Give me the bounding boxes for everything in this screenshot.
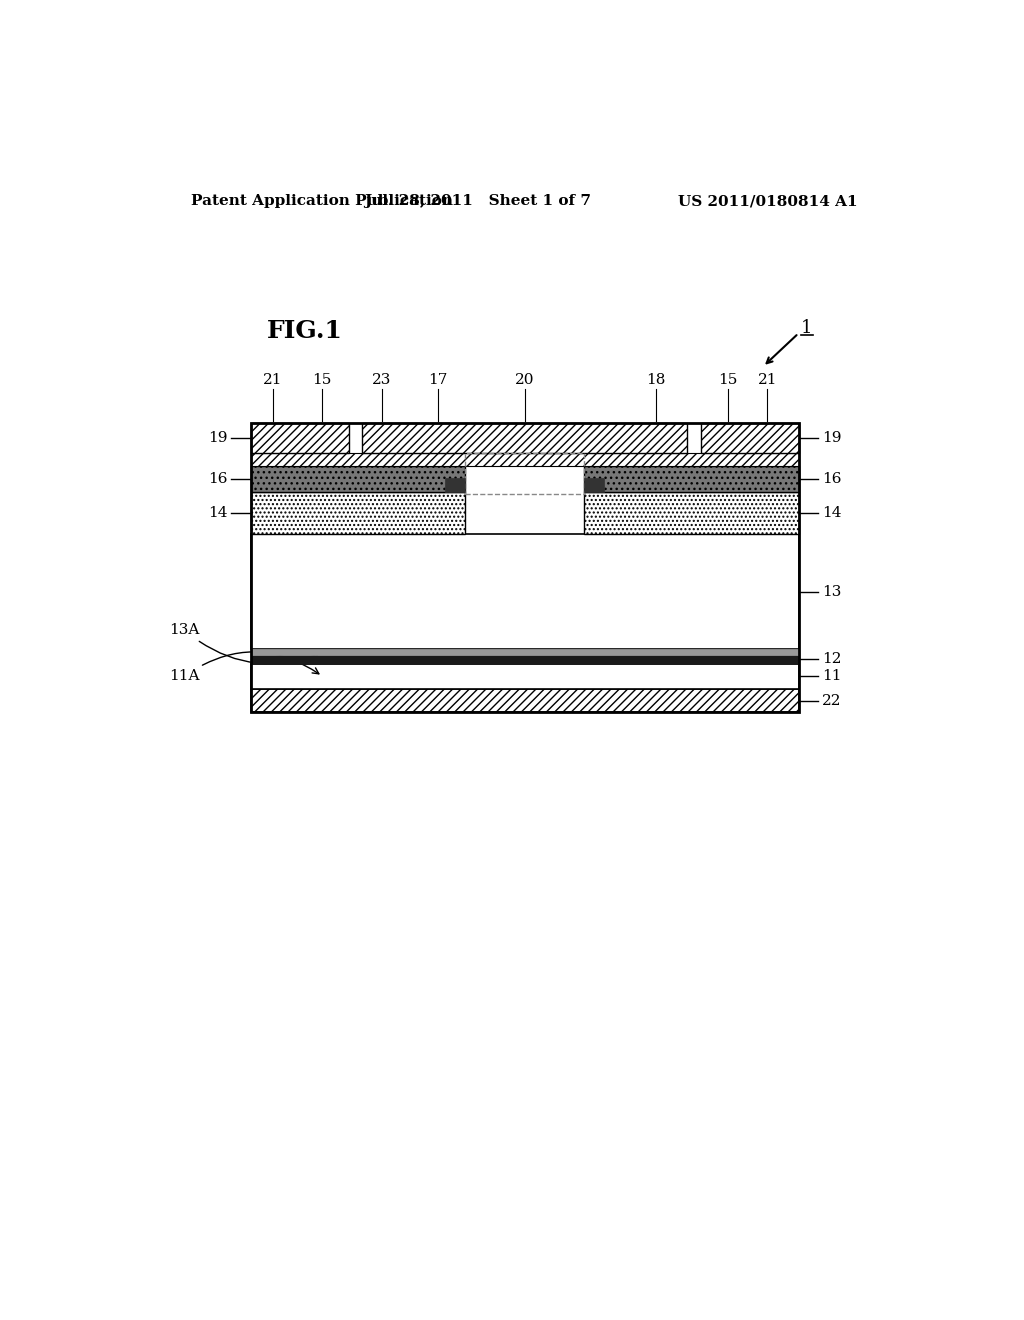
Text: 15: 15	[312, 374, 332, 387]
Text: US 2011/0180814 A1: US 2011/0180814 A1	[679, 194, 858, 209]
Text: 21: 21	[758, 374, 777, 387]
Text: Patent Application Publication: Patent Application Publication	[191, 194, 454, 209]
Text: 16: 16	[822, 473, 842, 486]
Text: 17: 17	[428, 374, 447, 387]
Bar	[251, 689, 799, 713]
Text: 14: 14	[822, 506, 842, 520]
Text: 20: 20	[515, 374, 535, 387]
Bar	[251, 656, 799, 664]
Text: 11: 11	[822, 669, 842, 684]
Text: FIG.1: FIG.1	[267, 319, 343, 343]
Bar	[251, 453, 799, 466]
Text: 18: 18	[646, 374, 666, 387]
Bar	[251, 535, 799, 649]
Bar	[251, 422, 348, 453]
Bar	[585, 478, 604, 492]
Bar	[585, 466, 799, 492]
Text: 15: 15	[719, 374, 738, 387]
Text: 19: 19	[208, 430, 227, 445]
Text: 1: 1	[801, 319, 812, 337]
Text: 14: 14	[208, 506, 227, 520]
Bar	[251, 664, 799, 689]
Text: 16: 16	[208, 473, 227, 486]
Bar	[251, 649, 799, 656]
Text: 23: 23	[373, 374, 391, 387]
Bar	[362, 422, 687, 453]
Text: 11A: 11A	[169, 652, 318, 684]
Bar	[465, 453, 585, 494]
Bar	[251, 492, 465, 535]
Bar	[701, 422, 799, 453]
Text: 21: 21	[263, 374, 283, 387]
Text: Jul. 28, 2011   Sheet 1 of 7: Jul. 28, 2011 Sheet 1 of 7	[364, 194, 591, 209]
Bar	[585, 492, 799, 535]
Text: 12: 12	[822, 652, 842, 667]
Bar	[445, 478, 465, 492]
Text: 13A: 13A	[169, 623, 318, 664]
Bar	[251, 466, 465, 492]
Text: 19: 19	[822, 430, 842, 445]
Text: 22: 22	[822, 693, 842, 708]
Bar	[251, 422, 799, 713]
Text: 13: 13	[822, 585, 842, 599]
